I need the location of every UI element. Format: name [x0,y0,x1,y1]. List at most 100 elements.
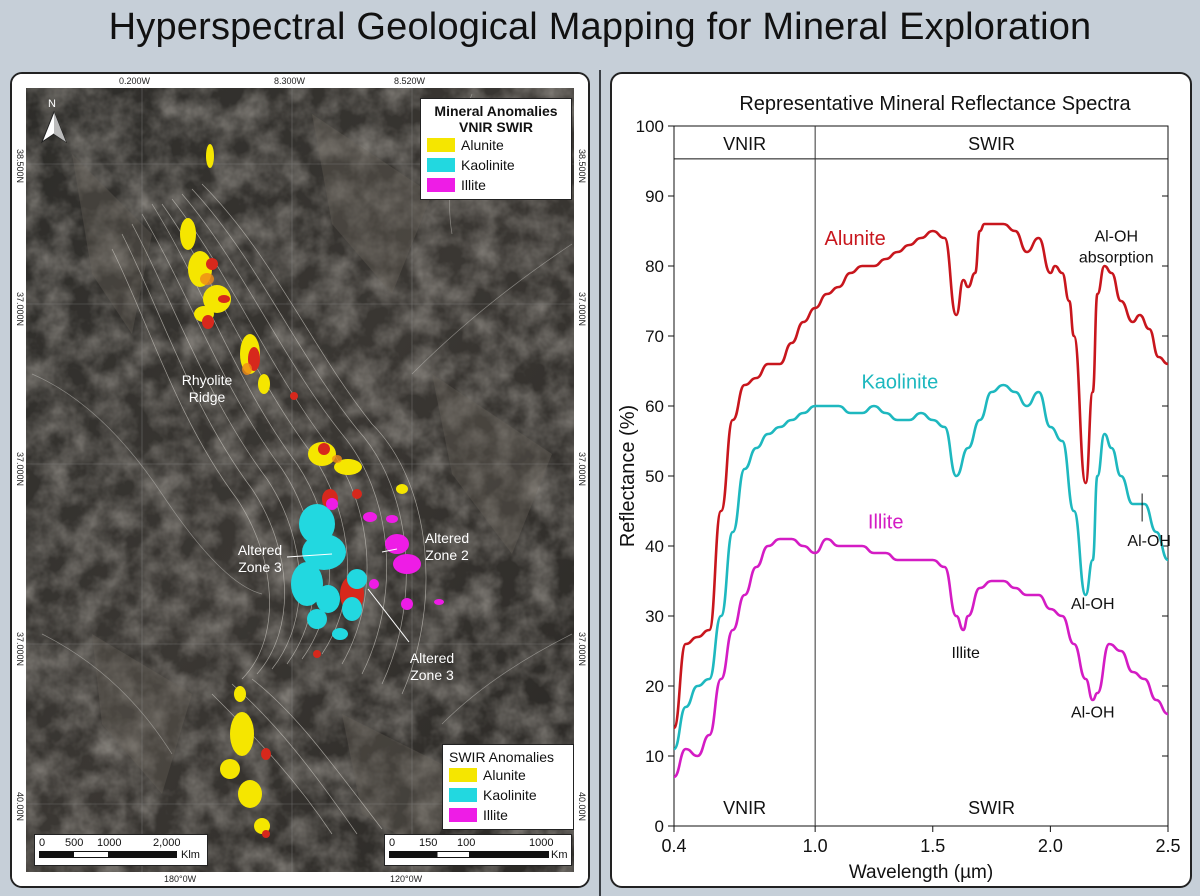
series-line-illite [673,537,1169,779]
right-coord-2: 37.000N [577,292,587,327]
y-tick-label: 50 [645,467,664,486]
map-panel[interactable]: N 0.200W 8.300W 8.520W 180°0W 120°0W 38.… [10,72,590,888]
legend-item-alunite: Alunite [449,765,567,785]
y-tick-label: 40 [645,537,664,556]
region-label-vnir-bottom: VNIR [723,798,766,818]
scale-unit: Klm [181,849,200,861]
legend-item-kaolinite: Kaolinite [427,155,565,175]
annotation-3: Al-OH [1071,596,1115,613]
x-tick-label: 1.0 [803,836,828,856]
annotation-1: absorption [1079,250,1154,267]
label-altered-zone-2: Altered Zone 2 [424,530,470,563]
spectra-chart: Representative Mineral Reflectance Spect… [617,93,1181,883]
region-label-vnir-top: VNIR [723,134,766,154]
legend-label: Illite [461,177,486,193]
label-rhyolite-ridge: Rhyolite Ridge [181,372,233,405]
legend-title: Mineral Anomalies [434,103,558,119]
illite-swatch [427,178,455,192]
left-coord-3: 37.000N [15,452,25,487]
annotation-2: Al-OH [1127,533,1171,550]
y-tick-label: 80 [645,257,664,276]
legend-label: Kaolinite [483,787,537,803]
y-tick-label: 100 [636,117,664,136]
scale-tick: 150 [419,837,438,849]
y-axis-label: Reflectance (%) [617,405,639,547]
bottom-coord-2: 120°0W [390,874,423,884]
top-coord-1: 0.200W [119,76,151,86]
scale-tick: 0 [389,837,396,849]
legend-item-illite: Illite [449,805,567,825]
series-line-kaolinite [672,383,1169,751]
legend-label: Illite [483,807,508,823]
scale-bar-graphic [389,851,549,858]
y-tick-label: 70 [645,327,664,346]
y-tick-label: 90 [645,187,664,206]
y-tick-label: 0 [655,817,664,836]
scale-tick: 0 [39,837,46,849]
legend-label: Kaolinite [461,157,515,173]
y-tick-label: 60 [645,397,664,416]
scale-unit: Km [551,849,568,861]
left-coord-5: 40.00N [15,792,25,822]
top-coord-3: 8.520W [394,76,426,86]
annotation-0: Al-OH [1094,229,1138,246]
label-altered-zone-3-lower: Altered Zone 3 [409,650,455,683]
x-axis-label: Wavelength (µm) [849,862,993,883]
kaolinite-swatch [449,788,477,802]
y-tick-label: 30 [645,607,664,626]
region-label-swir-top: SWIR [968,134,1015,154]
x-tick-label: 2.5 [1155,836,1180,856]
page-title: Hyperspectral Geological Mapping for Min… [108,6,1092,48]
annotation-5: Al-OH [1071,705,1115,722]
left-coord-2: 37.000N [15,292,25,327]
series-line-alunite [672,222,1169,730]
kaolinite-swatch [427,158,455,172]
right-coord-1: 38.500N [577,149,587,184]
north-label: N [48,98,56,110]
north-arrow-icon [40,110,68,144]
label-altered-zone-3-upper: Altered Zone 3 [237,542,283,575]
illite-swatch [449,808,477,822]
alteration-anomalies [180,144,444,838]
series-label-alunite: Alunite [825,228,886,250]
x-tick-label: 2.0 [1038,836,1063,856]
map-image[interactable] [12,74,588,886]
series-label-kaolinite: Kaolinite [861,372,938,394]
left-coord-1: 38.500N [15,149,25,184]
scale-bar-graphic [39,851,177,858]
x-tick-label: 1.5 [920,836,945,856]
legend-title: SWIR Anomalies [449,749,555,765]
panel-divider [599,70,601,896]
legend-mineral-anomalies: Mineral Anomalies VNIR SWIR Alunite Kaol… [420,98,572,200]
scale-tick: 100 [457,837,476,849]
legend-subtitle: VNIR SWIR [459,119,533,135]
scale-bar-right: 0 150 100 1000 Km [384,834,572,866]
left-coord-4: 37.000N [15,632,25,667]
legend-item-kaolinite: Kaolinite [449,785,567,805]
legend-swir-anomalies: SWIR Anomalies Alunite Kaolinite Illite [442,744,574,830]
spectra-chart-panel: Representative Mineral Reflectance Spect… [610,72,1192,888]
alunite-swatch [427,138,455,152]
series-label-illite: Illite [868,512,904,534]
chart-title: Representative Mineral Reflectance Spect… [739,93,1131,115]
right-coord-5: 40.00N [577,792,587,822]
y-tick-label: 10 [645,747,664,766]
legend-item-illite: Illite [427,175,565,195]
scale-tick: 1000 [97,837,122,849]
alunite-swatch [449,768,477,782]
scale-tick: 1000 [529,837,554,849]
right-coord-3: 37.000N [577,452,587,487]
legend-label: Alunite [483,767,526,783]
top-coord-2: 8.300W [274,76,306,86]
y-tick-label: 20 [645,677,664,696]
legend-item-alunite: Alunite [427,135,565,155]
scale-tick: 2,000 [153,837,181,849]
legend-label: Alunite [461,137,504,153]
bottom-coord-1: 180°0W [164,874,197,884]
right-coord-4: 37.000N [577,632,587,667]
scale-bar-left: 0 500 1000 2,000 Klm [34,834,208,866]
region-label-swir-bottom: SWIR [968,798,1015,818]
x-tick-label: 0.4 [661,836,686,856]
annotation-4: Illite [951,645,980,662]
scale-tick: 500 [65,837,84,849]
